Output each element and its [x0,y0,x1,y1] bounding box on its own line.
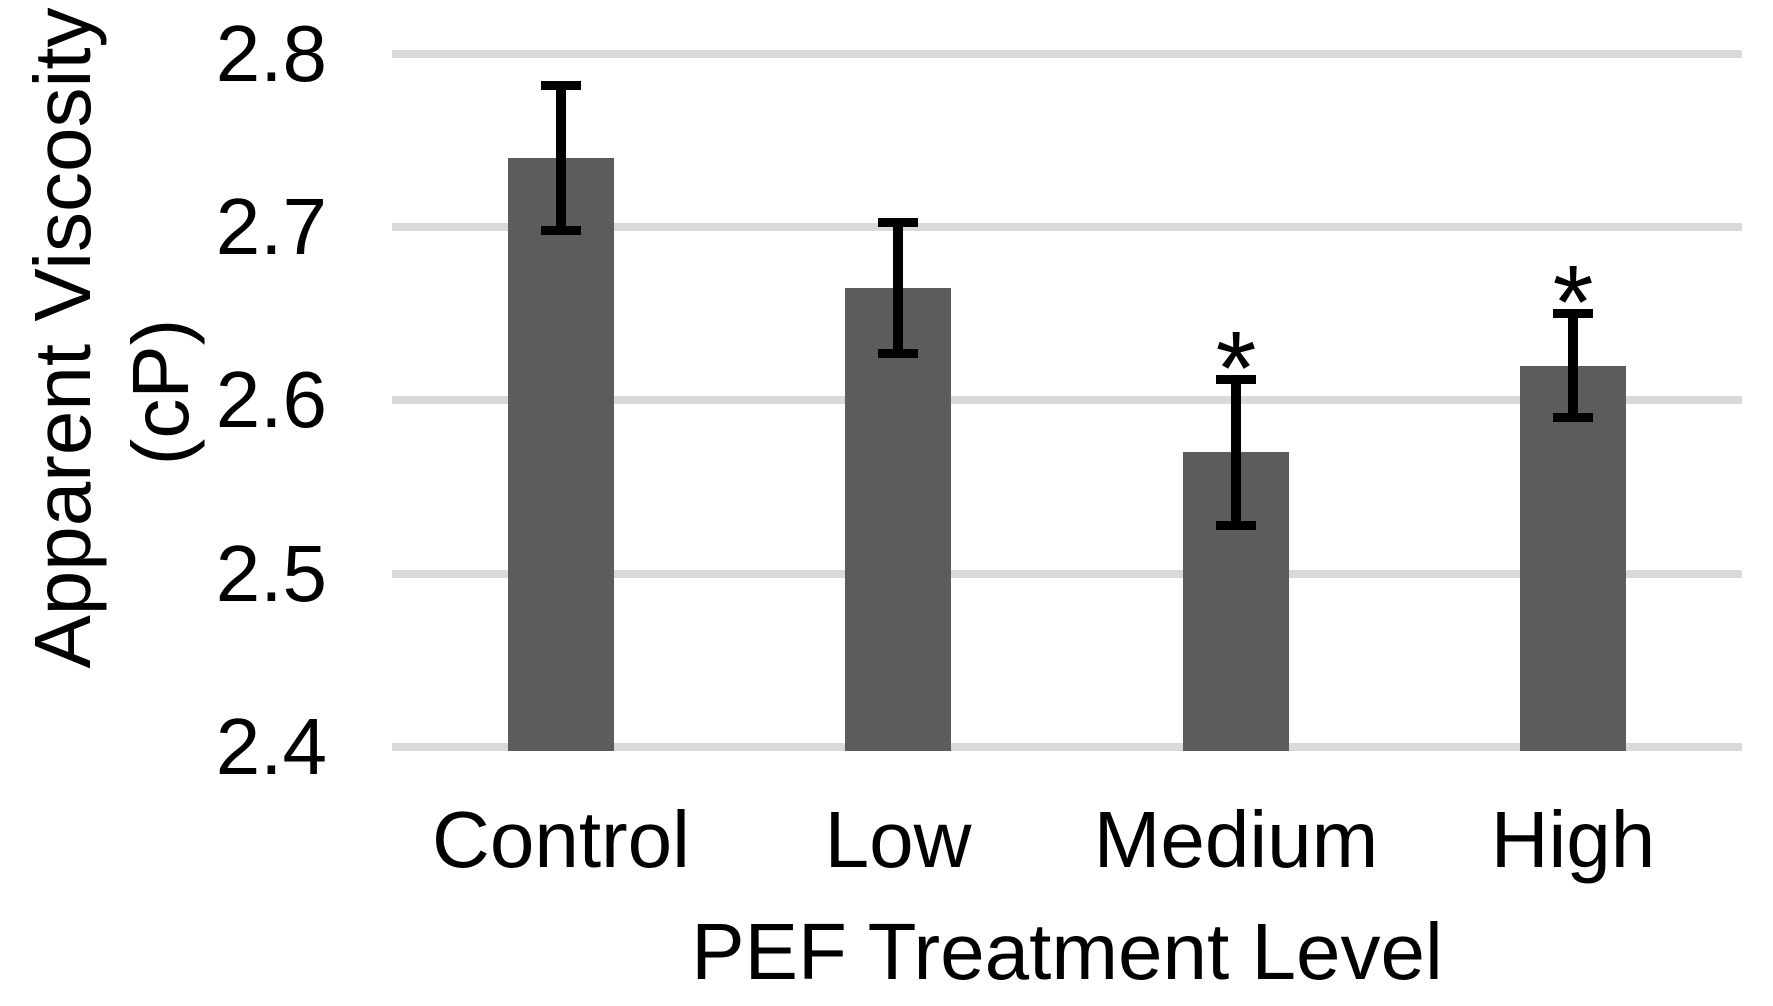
gridline-y-2.4 [392,743,1742,751]
gridline-y-2.8 [392,50,1742,58]
bar-low [845,288,951,751]
bar-high [1520,366,1626,751]
significance-asterisk-medium: * [1215,310,1257,427]
error-bar-line-low [893,222,903,354]
error-bar-cap-top-high [1553,309,1593,318]
error-bar-cap-bottom-control [541,226,581,235]
error-bar-cap-bottom-low [878,349,918,358]
y-tick-label: 2.4 [215,702,327,791]
x-tick-label-low: Low [824,795,972,884]
error-bar-line-high [1568,314,1578,418]
x-tick-label-high: High [1490,795,1656,884]
y-tick-label: 2.5 [215,529,327,618]
error-bar-line-medium [1231,380,1241,526]
y-tick-label: 2.6 [215,355,327,444]
x-axis-title: PEF Treatment Level [691,907,1443,996]
gridline-y-2.5 [392,570,1742,578]
x-tick-label-medium: Medium [1093,795,1379,884]
error-bar-line-control [556,85,566,231]
gridline-y-2.7 [392,223,1742,231]
gridline-y-2.6 [392,396,1742,404]
error-bar-cap-top-control [541,81,581,90]
x-tick-label-control: Control [432,795,690,884]
error-bar-cap-bottom-medium [1216,521,1256,530]
error-bar-cap-top-low [878,218,918,227]
y-tick-label: 2.7 [215,182,327,271]
error-bar-cap-bottom-high [1553,413,1593,422]
bar-control [508,158,614,751]
significance-asterisk-high: * [1552,244,1594,361]
error-bar-cap-top-medium [1216,375,1256,384]
y-tick-label: 2.8 [215,9,327,98]
